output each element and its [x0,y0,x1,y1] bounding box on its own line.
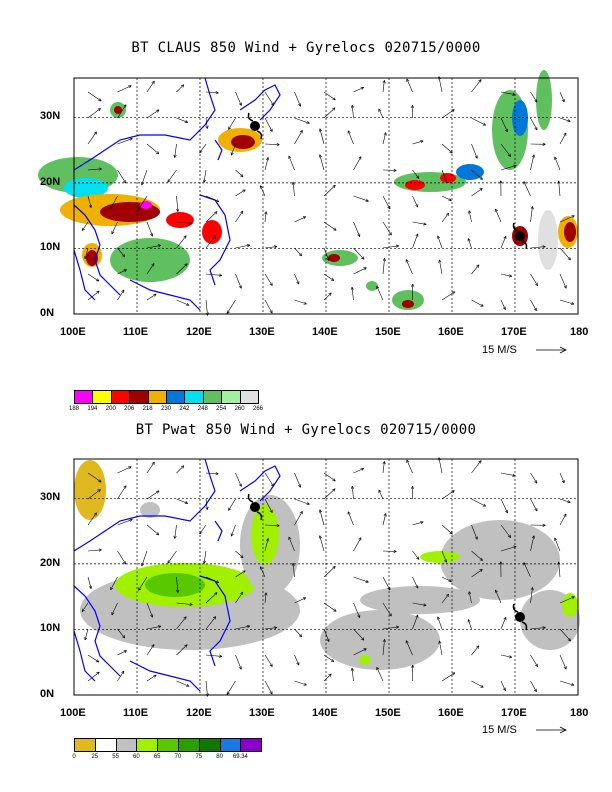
panel1-legend-swatch [147,390,167,404]
panel1-lat-label: 20N [40,175,61,188]
panel1-legend-swatch [74,390,94,404]
panel1-lon-label: 140E [312,326,338,338]
panel2-wind-scale-label: 15 M/S [482,724,517,736]
panel1-lon-label: 150E [375,326,401,338]
panel1-lat-label: 10N [40,241,61,254]
panel1-legend-label: 200 [105,406,116,412]
panel1-legend-label: 206 [124,406,135,412]
panel2-legend-swatch [136,738,159,752]
panel2-wind-vectors [81,457,575,697]
panel2-title: BT Pwat 850 Wind + Gyrelocs 020715/0000 [135,422,477,438]
panel2-legend-swatch [115,738,138,752]
panel2-lon-label: 170E [501,707,527,719]
panel1-legend-label: 242 [179,406,190,412]
panel2-legend-label: 55 [112,754,119,760]
panel2-legend-label: 25 [91,754,99,760]
panel2-legend-label: 0 [72,754,76,760]
panel2-legend-label: 65 [153,754,161,760]
panel2-lon-label: 160E [438,707,464,719]
panel1-lon-label: 120E [186,326,212,338]
panel2-frame [73,458,579,696]
panel2-gyre-marker [512,603,528,631]
panel2-lat-label: 0N [40,688,55,700]
panel1-legend-label: 266 [252,406,264,412]
panel1-lon-label: 180 [570,326,589,338]
panel1-legend-swatch [202,390,223,404]
panel2-field [74,460,580,670]
panel2-legend-label: 70 [174,754,182,760]
panel1-legend-swatch [221,390,241,404]
panel1-lon-label: 100E [60,326,86,338]
panel2-lon-label: 180 [570,707,589,719]
panel2-legend-swatch [198,738,221,752]
panel2-legend-label: 60 [133,754,140,760]
panel1-legend-swatch [184,390,204,404]
panel2-lon-label: 120E [186,707,212,719]
panel1-legend-swatch [239,390,259,404]
panel1-lon-label: 170E [501,326,527,338]
panel1-gyre-marker [247,112,263,140]
panel2-legend-label: 75 [195,754,203,760]
panel2-lat-label: 10N [40,622,61,635]
panel1-legend-swatch [166,390,186,404]
panel1-legend-swatch [110,390,131,404]
panel2-lat-label: 20N [40,556,61,569]
panel2-legend-swatch [94,738,117,752]
panel2-legend-label: 80 [216,754,223,760]
panel1-legend-label: 218 [142,406,153,412]
panel1-legend-label: 254 [216,406,227,412]
panel1-legend-swatch [129,390,149,404]
panel1-gyre-marker [512,222,528,250]
panel1-wind-scale-label: 15 M/S [482,344,517,356]
panel1-lon-label: 160E [438,326,464,338]
panel1-title: BT CLAUS 850 Wind + Gyrelocs 020715/0000 [131,40,481,56]
panel2-legend-swatch [178,738,200,752]
panel2-legend-swatch [219,738,242,752]
panel1-legend-label: 230 [160,406,172,412]
panel2-lon-label: 130E [249,707,275,719]
panel1-legend-label: 248 [197,406,208,412]
panel2-lon-label: 100E [60,707,86,719]
panel1-field [38,70,578,310]
panel1-lon-label: 110E [123,326,149,338]
panel2-reference-arrow [536,726,567,734]
panel2-legend-swatch [74,738,96,752]
panel1-grid [74,78,578,314]
panel2-lon-label: 140E [312,707,338,719]
panel2-lat-label: 30N [40,491,61,504]
panel2-lon-label: 110E [123,707,149,719]
panel1-legend-swatch [92,390,112,404]
panel2-gyre-marker [247,493,263,521]
panel2-legend-label: 69.34 [232,754,248,760]
panel2-map [73,457,580,734]
panel2-grid [74,459,578,695]
panel2-legend-swatch [240,738,263,752]
panel1-legend-label: 194 [87,406,98,412]
panel1-map [38,70,579,354]
panel1-legend-label: 260 [234,406,245,412]
panel1-legend-label: 188 [68,406,80,412]
panel2-lon-label: 150E [375,707,401,719]
panel1-lat-label: 0N [40,307,55,319]
panel2-legend-swatch [157,738,179,752]
panel2-coastline [73,458,281,692]
panel1-reference-arrow [536,346,567,354]
panel1-lat-label: 30N [40,110,61,123]
panel1-frame [73,77,579,315]
panel1-lon-label: 130E [249,326,275,338]
